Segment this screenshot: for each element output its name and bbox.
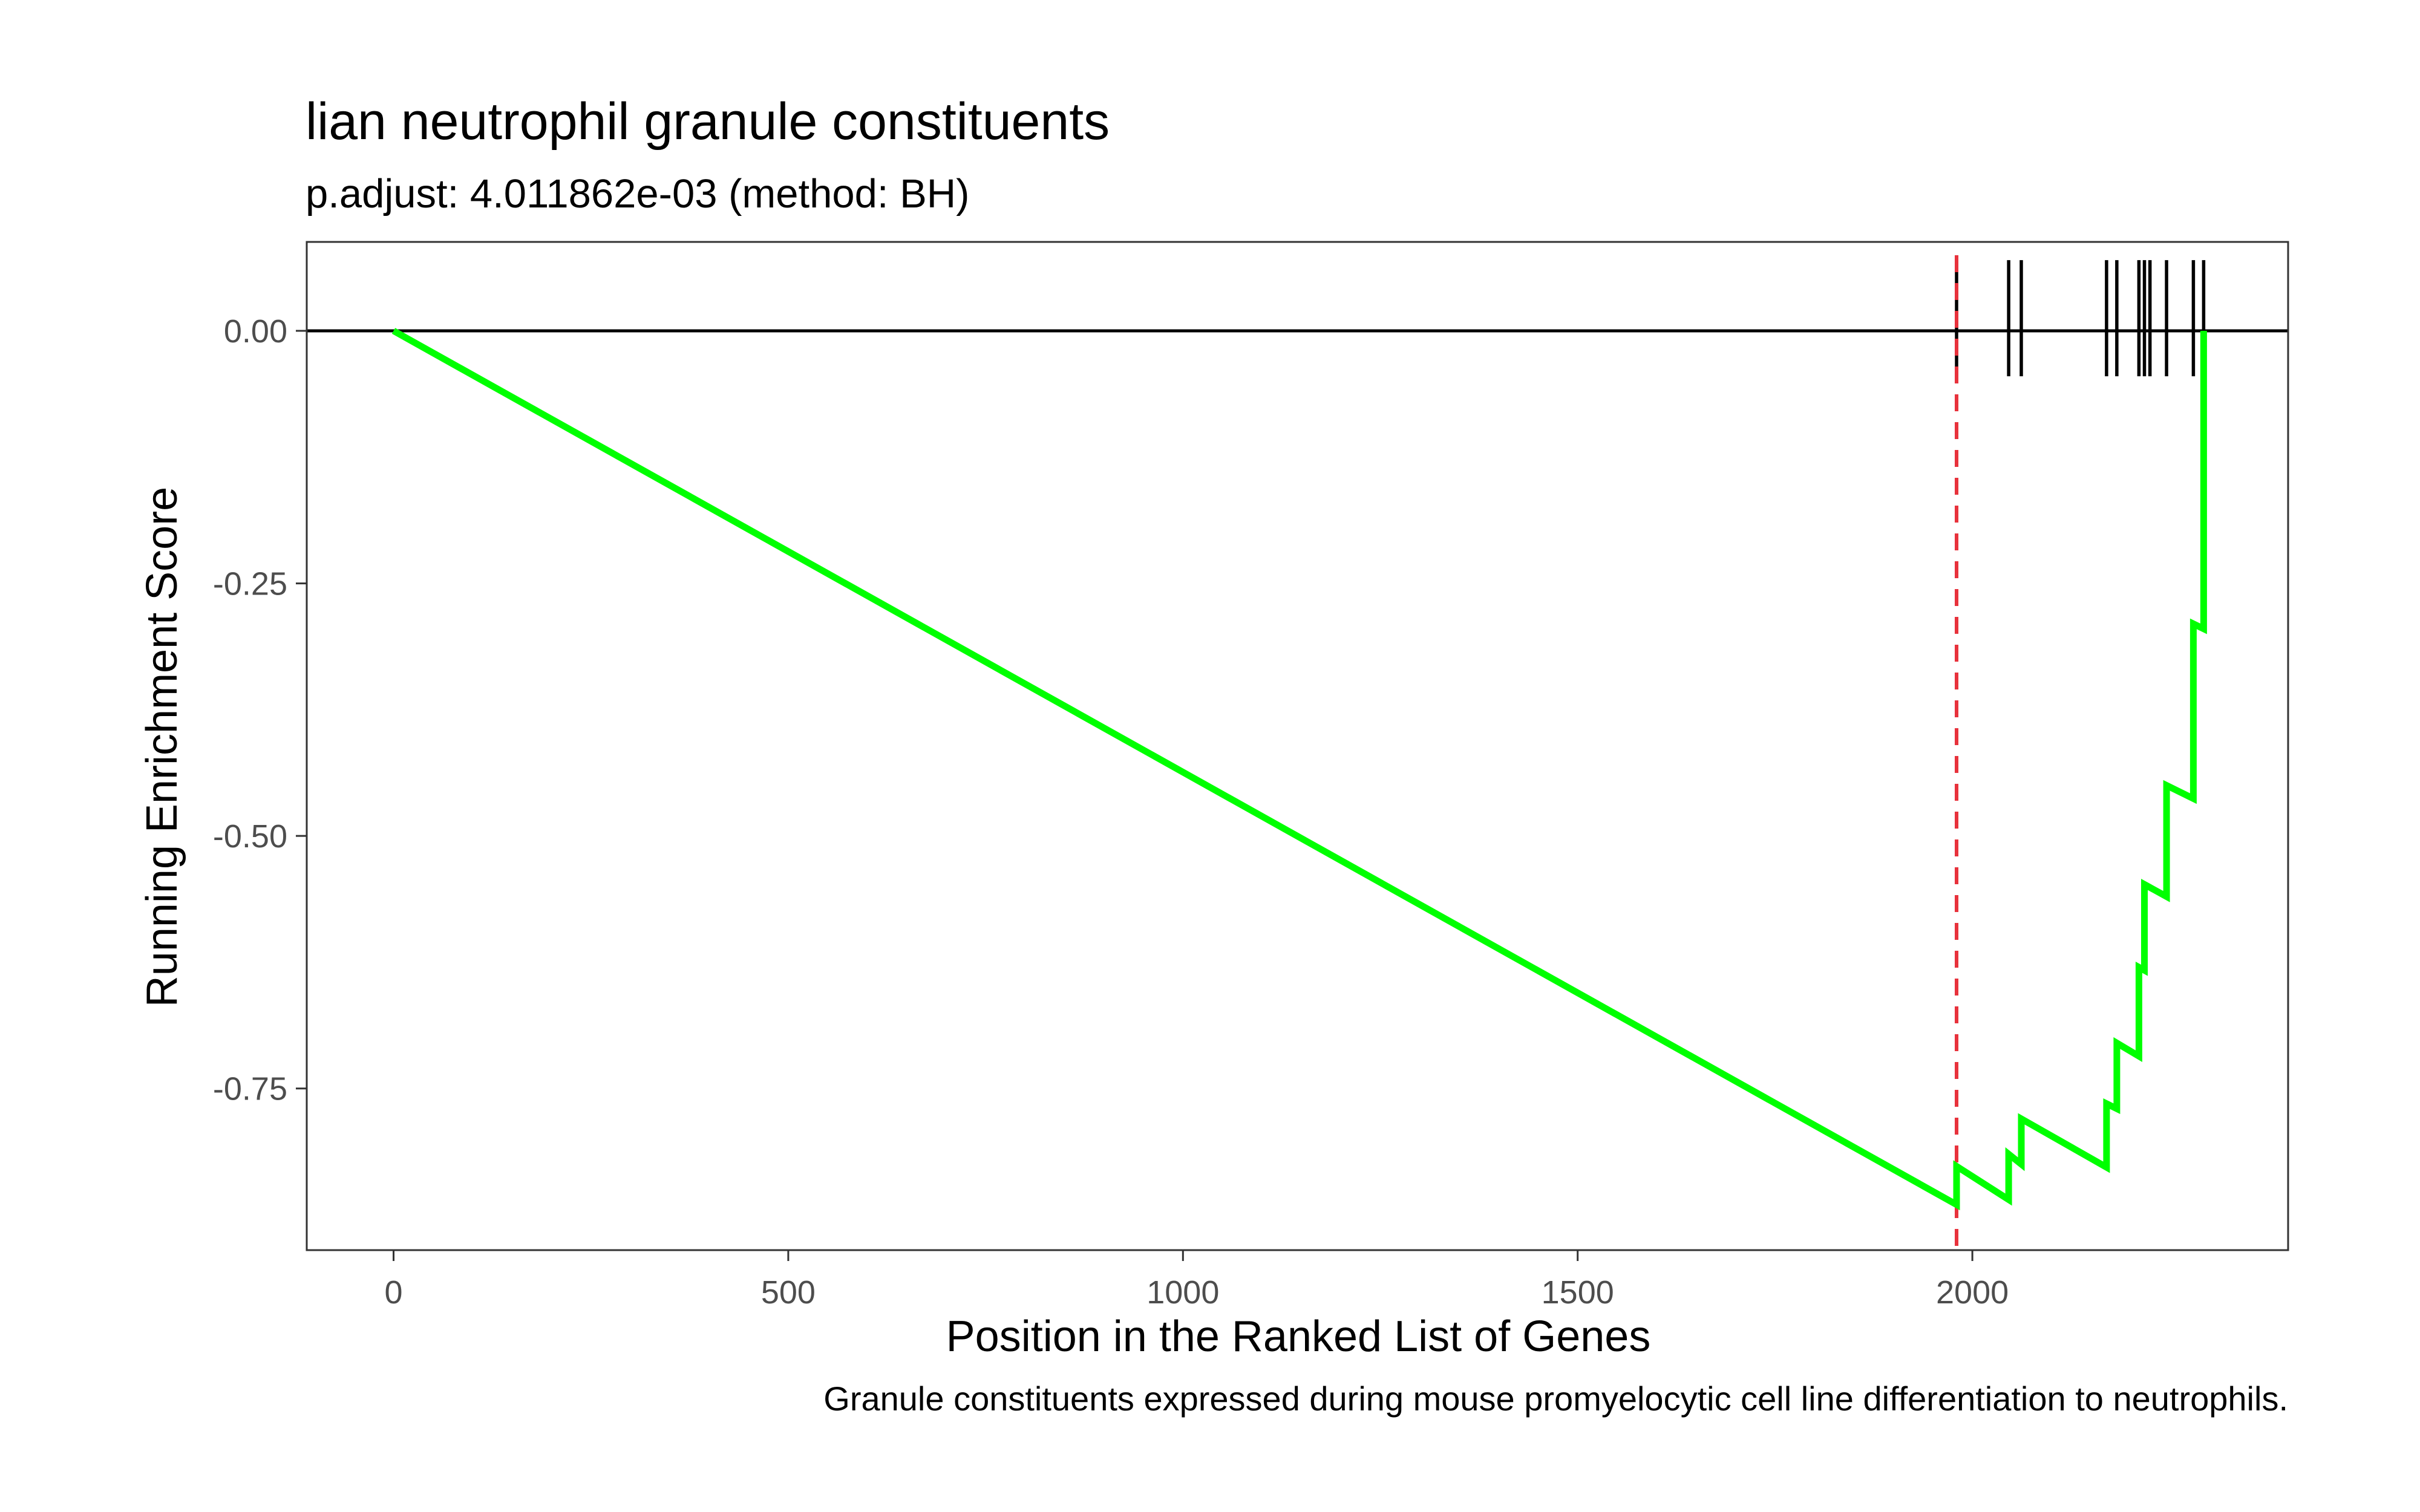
panel-background bbox=[307, 242, 2288, 1250]
y-axis-title: Running Enrichment Score bbox=[138, 487, 186, 1007]
x-tick-label: 1000 bbox=[1146, 1274, 1219, 1311]
chart-subtitle: p.adjust: 4.011862e-03 (method: BH) bbox=[306, 171, 970, 217]
x-tick-label: 0 bbox=[385, 1274, 403, 1311]
y-tick-label: -0.25 bbox=[213, 566, 287, 602]
chart-caption: Granule constituents expressed during mo… bbox=[823, 1380, 2288, 1418]
chart-title: lian neutrophil granule constituents bbox=[306, 93, 1110, 151]
plot-area: 0 500 1000 1500 2000 0.00 -0.25 -0.50 -0.75 bbox=[213, 241, 2289, 1311]
y-tick-label: -0.50 bbox=[213, 818, 287, 855]
x-tick-label: 500 bbox=[761, 1274, 816, 1311]
x-axis-title: Position in the Ranked List of Genes bbox=[946, 1312, 1651, 1361]
x-tick-label: 2000 bbox=[1936, 1274, 2009, 1311]
panel-border bbox=[306, 241, 2289, 1251]
x-tick-label: 1500 bbox=[1542, 1274, 1614, 1311]
series-line bbox=[391, 328, 2207, 1211]
y-tick-label: 0.00 bbox=[224, 313, 287, 350]
y-tick-label: -0.75 bbox=[213, 1071, 287, 1107]
